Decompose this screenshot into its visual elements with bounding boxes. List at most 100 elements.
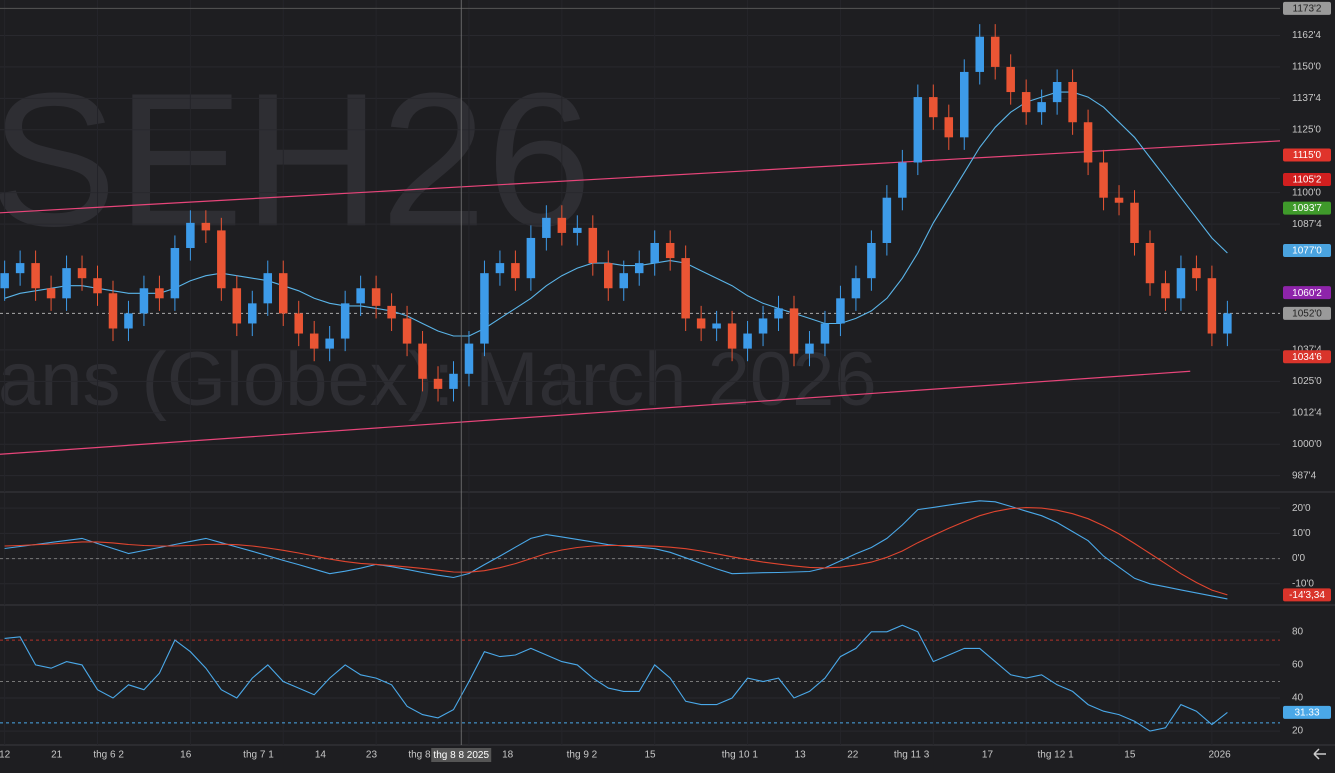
candle-body: [898, 162, 907, 198]
candle-body: [882, 197, 892, 243]
candle-body: [108, 293, 118, 329]
candle-body: [542, 217, 551, 238]
candle-body: [93, 278, 102, 294]
candle-body: [480, 273, 489, 344]
candle-body: [371, 288, 381, 306]
candle-body: [1176, 268, 1186, 299]
y-tick-label: 80: [1292, 626, 1304, 637]
candle-body: [634, 263, 644, 274]
candle-body: [170, 248, 180, 299]
candle-body: [77, 268, 87, 279]
y-tick-label: 20: [1292, 726, 1304, 737]
y-tick-label: 10'0: [1292, 528, 1311, 539]
indicator-line: [4, 507, 1228, 596]
candle-body: [248, 303, 257, 324]
x-tick-label: thg 9 2: [567, 750, 598, 761]
y-tick-label: 1012'4: [1292, 407, 1322, 418]
candle-body: [1145, 242, 1155, 284]
candle-body: [867, 242, 876, 279]
price-badge: [1283, 306, 1331, 320]
price-badge-label: 1052'0: [1292, 309, 1322, 320]
x-tick-label: 23: [366, 750, 378, 761]
x-tick-label: thg 10 1: [722, 750, 759, 761]
y-tick-label: 1162'4: [1292, 30, 1321, 41]
x-tick-label: thg 12 1: [1037, 750, 1074, 761]
candle-body: [975, 36, 984, 72]
y-tick-label: 1137'4: [1292, 93, 1321, 104]
candle-body: [696, 318, 706, 329]
y-tick-label: 1125'0: [1292, 124, 1321, 135]
price-badge-label: 1077'0: [1292, 246, 1322, 257]
y-tick-label: 40: [1292, 693, 1304, 704]
price-badge: [1283, 244, 1331, 258]
y-tick-label: 60: [1292, 660, 1304, 671]
watermark-symbol: SEH26: [0, 54, 592, 266]
price-badge: [1283, 705, 1331, 719]
candle-body: [46, 288, 56, 299]
candle-body: [650, 242, 659, 264]
price-badge-label: 1093'7: [1292, 203, 1322, 214]
candle-body: [402, 318, 412, 344]
price-badge-label: 1060'2: [1292, 288, 1322, 299]
candle-body: [340, 303, 350, 339]
y-tick-label: 1087'4: [1292, 219, 1322, 230]
x-tick-label: 21: [51, 750, 63, 761]
price-badge: [1283, 201, 1331, 215]
y-tick-label: 1037'4: [1292, 345, 1322, 356]
candle-body: [511, 263, 520, 279]
price-badge-label: 1115'0: [1293, 150, 1322, 161]
trendline: [0, 370, 1191, 455]
candle-body: [278, 273, 288, 314]
candle-body: [929, 97, 938, 118]
x-tick-label: 2026: [1209, 750, 1232, 761]
candle-body: [1021, 92, 1031, 113]
candle-body: [294, 313, 303, 334]
price-badge: [1283, 172, 1331, 186]
x-tick-label: thg 8: [408, 750, 431, 761]
candle-body: [325, 338, 334, 349]
candle-body: [743, 333, 752, 349]
price-badge-label: 1034'6: [1292, 352, 1322, 363]
price-badge: [1283, 148, 1331, 162]
crosshair-badge: [431, 748, 492, 762]
candle-body: [1052, 82, 1062, 103]
candle-body: [1006, 66, 1015, 93]
x-tick-label: 14: [315, 750, 327, 761]
back-button[interactable]: [1313, 748, 1326, 760]
candle-body: [124, 313, 133, 329]
candle-body: [309, 333, 319, 349]
candle-body: [155, 288, 164, 299]
candle-body: [774, 308, 783, 319]
candle-body: [201, 222, 211, 231]
candle-body: [263, 273, 273, 304]
candle-body: [217, 230, 226, 289]
y-tick-label: -10'0: [1292, 578, 1314, 589]
candle-body: [789, 308, 799, 354]
candle-body: [990, 36, 1000, 67]
y-tick-label: 1025'0: [1292, 376, 1322, 387]
y-tick-label: 1000'0: [1292, 439, 1322, 450]
price-badge-label: 1173'2: [1293, 4, 1322, 15]
candle-body: [836, 298, 845, 324]
price-badge-label: -14'3,34: [1289, 590, 1325, 601]
candle-body: [681, 258, 690, 319]
arrow-icon[interactable]: [1313, 748, 1326, 760]
x-tick-label: thg 6 2: [93, 750, 124, 761]
candle-body: [1114, 197, 1124, 203]
candle-body: [139, 288, 149, 314]
watermark: SEH26 ans (Globex): March 2026: [0, 54, 877, 422]
x-tick-label: 13: [795, 750, 807, 761]
candle-body: [356, 288, 365, 304]
candle-body: [495, 263, 505, 274]
panel: -10'0 0'0 10'0 20'0 -14'3,34: [0, 493, 1335, 606]
price-badge: [1283, 1, 1331, 15]
candle-body: [232, 288, 242, 324]
candle-body: [1068, 82, 1077, 123]
price-badge: [1283, 350, 1331, 364]
candle-body: [1130, 202, 1139, 243]
x-tick-label: 15: [1124, 750, 1136, 761]
y-tick-label: 1100'0: [1292, 187, 1321, 198]
price-badge: [1283, 286, 1331, 300]
x-tick-label: 15: [644, 750, 656, 761]
